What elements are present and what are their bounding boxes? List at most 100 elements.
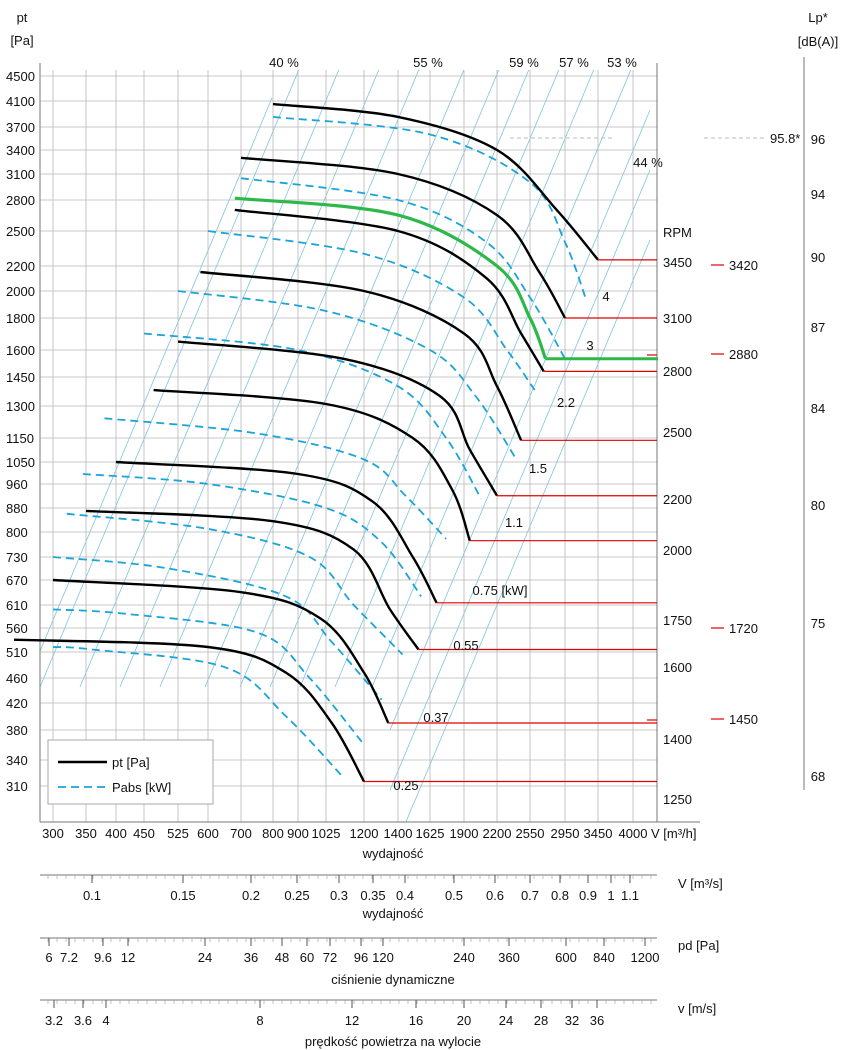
pabs-curve <box>207 230 536 391</box>
noise-rpm-label: 1720 <box>729 621 758 636</box>
legend: pt [Pa] Pabs [kW] <box>47 739 214 805</box>
x-tick-label: 300 <box>42 826 64 841</box>
legend-label-pabs: Pabs [kW] <box>112 780 171 795</box>
efficiency-line <box>405 239 651 822</box>
x-tick-label: 2200 <box>483 826 512 841</box>
efficiency-line <box>389 169 651 791</box>
y-tick-label: 560 <box>6 621 28 636</box>
scale-tick-label: 12 <box>345 1013 359 1028</box>
scale-tick-label: 20 <box>457 1013 471 1028</box>
right-tick-label: 87 <box>811 320 825 335</box>
pt-curve <box>13 638 366 783</box>
y-tick-label: 1050 <box>6 455 35 470</box>
scale-caption: prędkość powietrza na wylocie <box>305 1034 481 1049</box>
pabs-curve <box>66 512 404 656</box>
y-tick-label: 1450 <box>6 370 35 385</box>
y-tick-label: 2500 <box>6 224 35 239</box>
y-tick-label: 730 <box>6 550 28 565</box>
pt-curve-highlight <box>234 196 548 360</box>
labels: 4 3 2.2 1.5 1.1 0.75 [kW] 0.55 0.37 0.25 RPM 3450 3… <box>393 131 800 807</box>
rpm-label: 1250 <box>663 792 692 807</box>
rpm-label: 1750 <box>663 613 692 628</box>
scale-tick-label: 96 <box>354 950 368 965</box>
scale-tick-label: 12 <box>121 950 135 965</box>
efficiency-label: 59 % <box>509 55 539 70</box>
x-tick-label: 525 <box>167 826 189 841</box>
y-tick-label: 1800 <box>6 311 35 326</box>
y-axis-unit-bracket: [Pa] <box>10 33 33 48</box>
scale-tick-label: 0.1 <box>83 888 101 903</box>
rpm-label: 1400 <box>663 732 692 747</box>
grid <box>40 70 657 822</box>
y-tick-label: 340 <box>6 753 28 768</box>
rpm-label: 1600 <box>663 660 692 675</box>
pabs-curve <box>52 556 383 701</box>
right-tick-label: 68 <box>811 769 825 784</box>
series <box>13 102 658 783</box>
scale-tick-label: 0.8 <box>551 888 569 903</box>
scale-unit: pd [Pa] <box>678 938 719 953</box>
x-axis-label: wydajność <box>362 846 424 861</box>
pabs-curve <box>52 646 344 778</box>
scale-tick-label: 7.2 <box>60 950 78 965</box>
pt-curve <box>52 578 390 724</box>
right-tick-label: 80 <box>811 498 825 513</box>
noise-rpm-label: 1450 <box>729 712 758 727</box>
efficiency-label: 44 % <box>633 155 663 170</box>
y-tick-label: 880 <box>6 501 28 516</box>
power-label: 4 <box>602 289 609 304</box>
rpm-label: 3100 <box>663 311 692 326</box>
y-tick-label: 420 <box>6 696 28 711</box>
power-label: 1.1 <box>505 515 523 530</box>
y-tick-label: 670 <box>6 573 28 588</box>
scale-tick-label: 28 <box>534 1013 548 1028</box>
scale-tick-label: 1.1 <box>621 888 639 903</box>
scale-tick-label: 1200 <box>631 950 660 965</box>
y-tick-label: 960 <box>6 477 28 492</box>
x-tick-label: 1400 <box>384 826 413 841</box>
scale-tick-label: 16 <box>409 1013 423 1028</box>
scale-tick-label: 360 <box>498 950 520 965</box>
y-tick-label: 2000 <box>6 284 35 299</box>
y-tick-label: 610 <box>6 598 28 613</box>
efficiency-label: 40 % <box>269 55 299 70</box>
scale-tick-label: 24 <box>499 1013 513 1028</box>
y-tick-label: 4100 <box>6 94 35 109</box>
axes: pt[Pa]4500410037003400310028002500220020… <box>6 10 700 861</box>
scale-tick-label: 36 <box>590 1013 604 1028</box>
pt-curve <box>177 340 499 497</box>
scale-tick-label: 72 <box>323 950 337 965</box>
pt-curve <box>85 509 420 651</box>
scale-tick-label: 0.6 <box>486 888 504 903</box>
lower-scales: 0.1 0.15 0.2 0.25 0.3 0.35 0.4 0.5 0.6 0.7 0.8 0.9 1… <box>40 874 723 1049</box>
legend-label-pt: pt [Pa] <box>112 755 150 770</box>
scale-tick-label: 6 <box>45 950 52 965</box>
y-axis-unit: pt <box>17 10 28 25</box>
scale-tick-label: 120 <box>372 950 394 965</box>
scale-tick-label: 840 <box>593 950 615 965</box>
scale-tick-label: 9.6 <box>94 950 112 965</box>
right-axis-unit-bracket: [dB(A)] <box>798 34 838 49</box>
scale-tick-label: 0.9 <box>579 888 597 903</box>
x-tick-label: 2550 <box>516 826 545 841</box>
rpm-label: 2000 <box>663 543 692 558</box>
scale-tick-label: 36 <box>244 950 258 965</box>
scale-tick-label: 0.3 <box>330 888 348 903</box>
pt-curve <box>115 460 438 604</box>
pabs-curve <box>272 116 587 298</box>
y-tick-label: 800 <box>6 525 28 540</box>
efficiency-label: 53 % <box>607 55 637 70</box>
scale-tick-label: 8 <box>256 1013 263 1028</box>
scale-unit: v [m/s] <box>678 1001 716 1016</box>
y-tick-label: 460 <box>6 671 28 686</box>
x-tick-label: 900 <box>287 826 309 841</box>
right-axis: Lp* [dB(A)] 96 94 90 87 84 80 75 68 <box>798 10 838 790</box>
efficiency-line <box>389 109 651 731</box>
power-label: 1.5 <box>529 461 547 476</box>
pabs-curve <box>82 473 422 597</box>
pt-curve <box>240 156 567 319</box>
scale-tick-label: 0.15 <box>170 888 195 903</box>
scale-caption: wydajność <box>362 906 424 921</box>
pt-curve <box>234 208 545 373</box>
noise-rpm-label: 3420 <box>729 258 758 273</box>
